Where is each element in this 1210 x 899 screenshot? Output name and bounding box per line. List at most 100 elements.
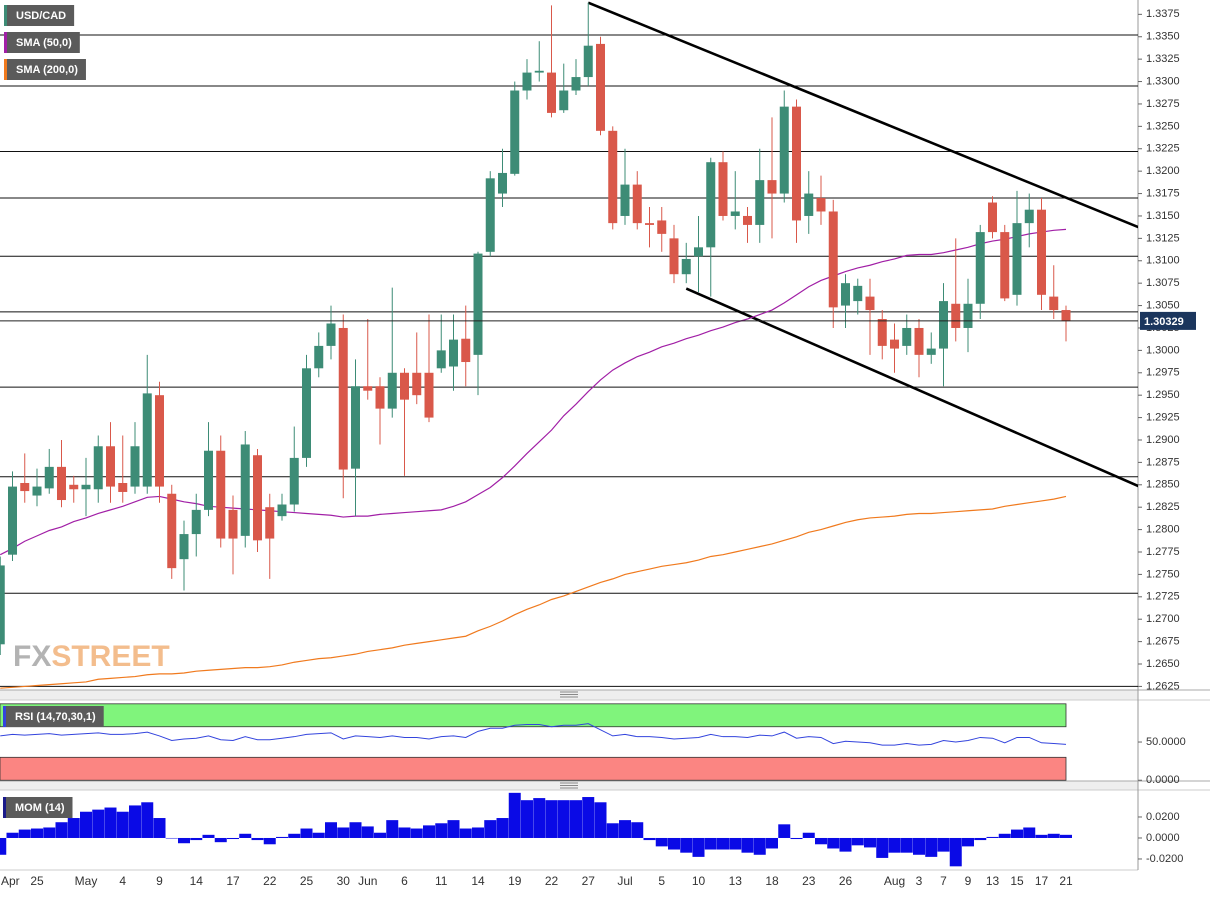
candle-body — [289, 457, 299, 505]
mom-bar — [435, 823, 448, 838]
legend-item: MOM (14) — [3, 797, 73, 818]
mom-bar — [643, 837, 656, 841]
mom-bar — [67, 818, 80, 838]
y-tick-label: 1.3325 — [1146, 53, 1180, 65]
mom-bar — [178, 837, 190, 844]
candle-body — [498, 172, 507, 194]
mom-bar — [18, 829, 31, 838]
y-tick-label: 1.2725 — [1146, 591, 1180, 603]
candle-body — [890, 339, 899, 349]
mom-bar — [557, 800, 570, 838]
candle-body — [1037, 209, 1046, 295]
mom-bar — [288, 833, 301, 838]
mom-bar — [104, 807, 117, 838]
candle-body — [534, 70, 544, 73]
y-tick-label: 1.3125 — [1146, 232, 1180, 244]
x-tick-label: 3 — [916, 874, 923, 888]
mom-bar — [766, 837, 778, 849]
candle-body — [57, 466, 66, 501]
candle-body — [755, 180, 765, 225]
y-tick-label: 1.3100 — [1146, 255, 1180, 267]
candle-body — [669, 238, 679, 275]
y-tick-label: 0.0200 — [1146, 811, 1180, 823]
candle-body — [694, 247, 703, 257]
candle-body — [0, 565, 5, 645]
candle-body — [975, 232, 985, 304]
y-tick-label: 1.3250 — [1146, 120, 1180, 132]
mom-bar — [459, 828, 472, 838]
legend-swatch — [4, 5, 7, 26]
x-tick-label: 22 — [263, 874, 277, 888]
y-tick-label: 1.2950 — [1146, 389, 1180, 401]
x-tick-label: 25 — [300, 874, 314, 888]
candle-body — [473, 253, 483, 355]
x-tick-label: 14 — [471, 874, 485, 888]
candle-body — [657, 220, 667, 234]
mom-bar — [594, 802, 607, 838]
legend-label: MOM (14) — [15, 802, 65, 814]
resize-handle[interactable] — [560, 782, 578, 789]
y-tick-label: 1.2775 — [1146, 546, 1180, 558]
x-tick-label: 30 — [337, 874, 351, 888]
resize-handle[interactable] — [560, 691, 578, 698]
price-tag — [1140, 311, 1196, 330]
mom-bar — [116, 811, 129, 838]
x-tick-label: 11 — [435, 874, 448, 888]
candle-body — [571, 77, 581, 91]
rsi-band — [0, 703, 1067, 728]
candle-body — [877, 319, 887, 346]
y-tick-label: 1.2925 — [1146, 411, 1180, 423]
mom-bar — [864, 837, 876, 848]
y-tick-label: 1.2850 — [1146, 479, 1180, 491]
candle-body — [8, 486, 17, 555]
mom-bar — [1035, 834, 1048, 838]
candle-body — [191, 509, 201, 535]
mom-bar — [239, 833, 252, 838]
plot-area — [0, 1, 1138, 689]
candle-body — [681, 258, 691, 275]
candle-body — [559, 90, 569, 111]
candle-body — [44, 466, 54, 489]
mom-bar — [153, 818, 166, 838]
candle-body — [436, 350, 446, 369]
mom-bar — [582, 797, 595, 838]
candle-body — [228, 509, 238, 539]
candle-body — [914, 327, 924, 355]
candle-body — [939, 301, 948, 349]
legend-label: SMA (50,0) — [16, 37, 72, 49]
candle-body — [743, 215, 752, 225]
x-tick-label: 4 — [119, 874, 126, 888]
y-tick-label: 0.0000 — [1146, 774, 1180, 786]
mom-bar — [80, 811, 92, 838]
mom-bar — [741, 837, 754, 853]
mom-bar — [925, 837, 938, 857]
x-tick-label: 13 — [729, 874, 743, 888]
x-tick-label: 27 — [582, 874, 596, 888]
candle-body — [583, 45, 593, 78]
candle-body — [1024, 209, 1034, 224]
mom-bar — [31, 828, 43, 838]
x-tick-label: 9 — [156, 874, 163, 888]
mom-bar — [753, 837, 766, 855]
mom-bar — [680, 837, 693, 853]
y-tick-label: 1.2675 — [1146, 636, 1180, 648]
mom-bar — [276, 836, 288, 838]
sma-line — [0, 495, 1067, 689]
candle-body — [792, 106, 801, 221]
price-tag-label: 1.30329 — [1144, 316, 1184, 328]
candle-body — [718, 162, 728, 216]
y-tick-label: 1.2975 — [1146, 367, 1180, 379]
mom-bar — [496, 818, 509, 838]
candle-body — [1012, 223, 1022, 295]
candle-body — [216, 450, 226, 539]
mom-bar — [1060, 834, 1072, 838]
mom-bar — [839, 837, 852, 852]
mom-bar — [533, 798, 546, 838]
y-tick-label: 1.3000 — [1146, 344, 1180, 356]
candle-body — [816, 198, 826, 212]
x-tick-label: 9 — [965, 874, 972, 888]
candle-body — [620, 184, 630, 216]
legend-swatch — [4, 59, 7, 80]
legend-swatch — [3, 797, 6, 818]
